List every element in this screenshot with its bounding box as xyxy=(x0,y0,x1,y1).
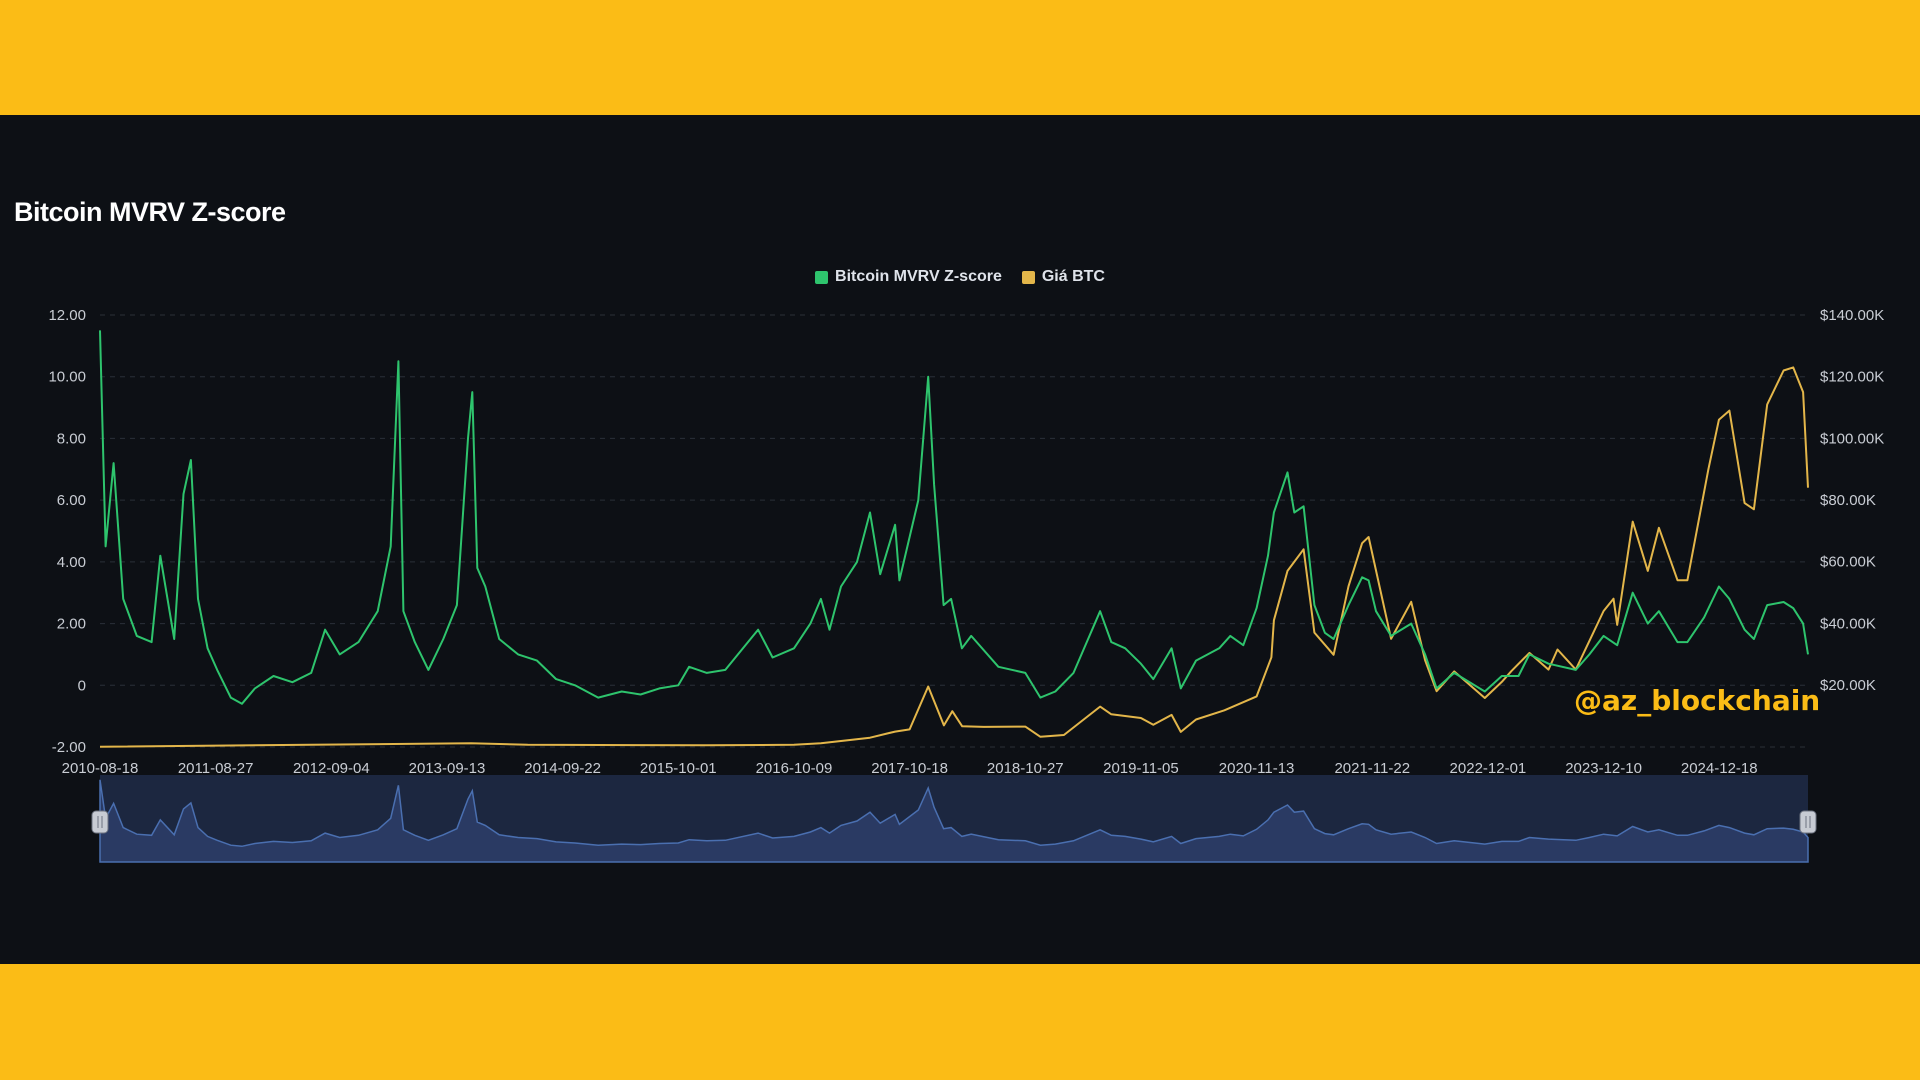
y-right-tick-label: $20.00K xyxy=(1820,677,1876,694)
legend-label-price: Giá BTC xyxy=(1041,268,1105,285)
navigator-handle-left[interactable] xyxy=(91,810,109,834)
x-tick-label: 2021-11-22 xyxy=(1334,760,1410,777)
legend-item-zscore[interactable]: Bitcoin MVRV Z-score xyxy=(815,268,1002,286)
legend-swatch-price xyxy=(1021,270,1035,284)
x-tick-label: 2020-11-13 xyxy=(1219,760,1295,777)
x-tick-label: 2022-12-01 xyxy=(1450,760,1527,777)
y-left-tick-label: 2.00 xyxy=(57,616,86,633)
legend: Bitcoin MVRV Z-score Giá BTC xyxy=(0,268,1920,286)
x-tick-label: 2017-10-18 xyxy=(871,760,948,777)
x-tick-label: 2012-09-04 xyxy=(293,760,370,777)
series-line-price xyxy=(99,366,1809,748)
y-left-tick-label: -2.00 xyxy=(52,739,86,756)
y-axis-right: $140.00K $120.00K $100.00K $80.00K $60.00K $4… xyxy=(1820,307,1884,694)
x-tick-label: 2018-10-27 xyxy=(987,760,1064,777)
y-axis-left: 12.00 10.00 8.00 6.00 4.00 2.00 0 -2.00 xyxy=(48,307,86,756)
x-tick-label: 2019-11-05 xyxy=(1103,760,1179,777)
y-right-tick-label: $80.00K xyxy=(1820,492,1876,509)
series-line-zscore xyxy=(99,330,1809,705)
chart-title: Bitcoin MVRV Z-score xyxy=(14,197,286,227)
y-left-tick-label: 0 xyxy=(78,677,86,694)
watermark: @az_blockchain xyxy=(1574,684,1821,717)
legend-swatch-zscore xyxy=(815,270,829,284)
y-left-tick-label: 8.00 xyxy=(57,430,86,447)
y-left-tick-label: 12.00 xyxy=(48,307,86,324)
y-right-tick-label: $120.00K xyxy=(1820,369,1884,386)
x-tick-label: 2024-12-18 xyxy=(1681,760,1758,777)
y-right-tick-label: $140.00K xyxy=(1820,307,1884,324)
y-left-tick-label: 10.00 xyxy=(48,369,86,386)
legend-item-price[interactable]: Giá BTC xyxy=(1021,268,1105,286)
y-right-tick-label: $100.00K xyxy=(1820,430,1884,447)
x-tick-label: 2010-08-18 xyxy=(62,760,139,777)
x-tick-label: 2015-10-01 xyxy=(640,760,717,777)
y-right-tick-label: $60.00K xyxy=(1820,554,1876,571)
x-tick-label: 2013-09-13 xyxy=(409,760,486,777)
y-right-tick-label: $40.00K xyxy=(1820,615,1876,632)
x-tick-label: 2011-08-27 xyxy=(178,760,254,777)
navigator-handle-right[interactable] xyxy=(1799,810,1817,834)
x-tick-label: 2023-12-10 xyxy=(1565,760,1642,777)
navigator-area xyxy=(99,779,1809,863)
x-axis: 2010-08-18 2011-08-27 2012-09-04 2013-09-13… xyxy=(62,760,1758,777)
range-navigator[interactable] xyxy=(91,775,1817,863)
y-left-tick-label: 6.00 xyxy=(57,492,86,509)
y-left-tick-label: 4.00 xyxy=(57,554,86,571)
gridlines xyxy=(100,314,1808,748)
x-tick-label: 2014-09-22 xyxy=(524,760,601,777)
series-group xyxy=(99,330,1809,748)
x-tick-label: 2016-10-09 xyxy=(756,760,833,777)
legend-label-zscore: Bitcoin MVRV Z-score xyxy=(835,268,1002,285)
